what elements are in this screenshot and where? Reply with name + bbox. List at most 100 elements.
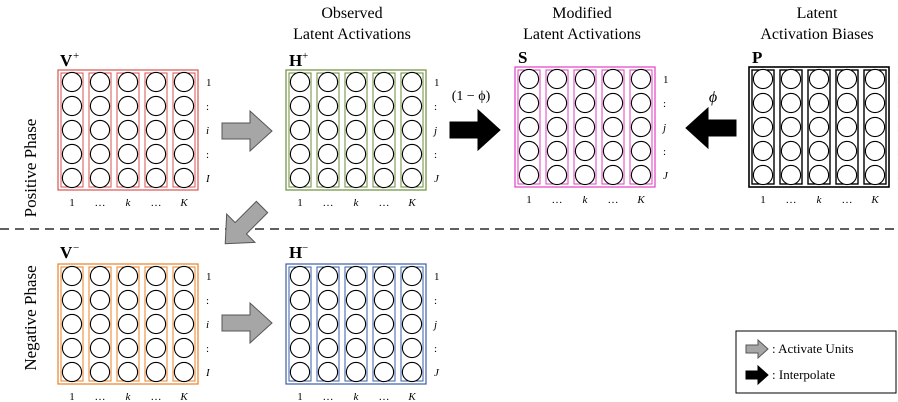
- unit-node: [117, 119, 139, 141]
- legend-interpolate-label: : Interpolate: [772, 367, 835, 382]
- column-label: K: [636, 194, 645, 206]
- unit-node: [345, 95, 367, 117]
- unit-node: [345, 265, 367, 287]
- unit-node: [61, 143, 83, 165]
- unit-node: [836, 140, 858, 162]
- column-label: 1: [69, 391, 75, 402]
- unit-node: [836, 92, 858, 114]
- unit-node: [117, 265, 139, 287]
- unit-node: [89, 265, 111, 287]
- unit-node: [630, 68, 652, 90]
- heading-modified-line2: Latent Activations: [523, 26, 641, 43]
- unit-node: [808, 92, 830, 114]
- column-label: …: [379, 391, 390, 402]
- unit-node: [173, 289, 195, 311]
- row-label: j: [661, 122, 666, 134]
- column-label: 1: [760, 194, 766, 206]
- column-label: …: [95, 197, 106, 209]
- legend-arrows: [745, 338, 769, 386]
- unit-node: [61, 361, 83, 383]
- unit-node: [317, 337, 339, 359]
- unit-node: [574, 116, 596, 138]
- unit-node: [630, 140, 652, 162]
- unit-node: [546, 92, 568, 114]
- column-label: k: [126, 391, 132, 402]
- column-label: …: [608, 194, 619, 206]
- matrix-frame: [514, 66, 656, 188]
- row-label: 1: [663, 74, 669, 86]
- row-label: :: [206, 343, 209, 355]
- unit-node: [373, 313, 395, 335]
- unit-node: [61, 119, 83, 141]
- phi-label: ϕ: [709, 89, 717, 106]
- unit-node: [173, 95, 195, 117]
- unit-node: [602, 164, 624, 186]
- unit-node: [752, 68, 774, 90]
- unit-node: [289, 289, 311, 311]
- column-label: 1: [69, 197, 75, 209]
- positive-phase-label: Positive Phase: [21, 119, 40, 218]
- unit-node: [317, 265, 339, 287]
- unit-node: [89, 289, 111, 311]
- legend-box: [735, 330, 897, 394]
- column-label: 1: [297, 197, 303, 209]
- column-label: 1: [297, 391, 303, 402]
- unit-node: [401, 119, 423, 141]
- unit-node: [401, 143, 423, 165]
- unit-node: [317, 71, 339, 93]
- unit-node: [574, 164, 596, 186]
- row-label: J: [434, 367, 440, 379]
- column-label: 1: [526, 194, 532, 206]
- matrix-letter: H: [289, 243, 302, 262]
- column-label: …: [786, 194, 797, 206]
- row-label: j: [432, 125, 437, 137]
- unit-node: [401, 289, 423, 311]
- unit-node: [401, 95, 423, 117]
- column-label: k: [583, 194, 589, 206]
- heading-observed-line2: Latent Activations: [293, 26, 411, 43]
- column-label: …: [95, 391, 106, 402]
- unit-node: [117, 95, 139, 117]
- column-label: …: [552, 194, 563, 206]
- heading-modified-line1: Modified: [552, 5, 612, 22]
- row-label: 1: [434, 77, 440, 89]
- unit-node: [373, 143, 395, 165]
- row-label: I: [205, 367, 211, 379]
- row-label: I: [205, 173, 211, 185]
- column-label: K: [407, 391, 416, 402]
- matrix-h-plus: H +1: j: J 1 … k … K: [285, 50, 440, 209]
- legend-activate-label: : Activate Units: [772, 341, 854, 356]
- unit-node: [836, 68, 858, 90]
- row-label: J: [663, 170, 669, 182]
- row-labels: 1: i: I: [205, 77, 212, 185]
- row-label: :: [434, 343, 437, 355]
- unit-node: [117, 71, 139, 93]
- matrix-superscript: +: [302, 50, 308, 62]
- unit-node: [89, 337, 111, 359]
- matrix-letter: P: [752, 48, 762, 67]
- column-label: …: [323, 391, 334, 402]
- unit-node: [117, 337, 139, 359]
- column-labels: 1 … k … K: [760, 194, 879, 206]
- unit-node: [345, 71, 367, 93]
- unit-node: [317, 143, 339, 165]
- matrix-v-plus: V +1: i: I 1 … k … K: [57, 50, 212, 209]
- column-labels: 1 … k … K: [297, 197, 416, 209]
- legend-activate-arrow: [745, 338, 769, 360]
- heading-observed: Observed Latent Activations: [293, 5, 411, 43]
- column-label: k: [817, 194, 823, 206]
- matrix-frame: [285, 69, 427, 191]
- unit-node: [145, 167, 167, 189]
- unit-node: [780, 140, 802, 162]
- matrix-frame: [57, 69, 199, 191]
- matrix-letter: V: [60, 51, 73, 70]
- unit-node: [752, 140, 774, 162]
- column-label: …: [151, 391, 162, 402]
- column-label: K: [179, 391, 188, 402]
- unit-node: [289, 119, 311, 141]
- unit-node: [61, 265, 83, 287]
- unit-node: [864, 116, 886, 138]
- unit-node: [345, 289, 367, 311]
- row-label: 1: [206, 77, 212, 89]
- unit-node: [317, 289, 339, 311]
